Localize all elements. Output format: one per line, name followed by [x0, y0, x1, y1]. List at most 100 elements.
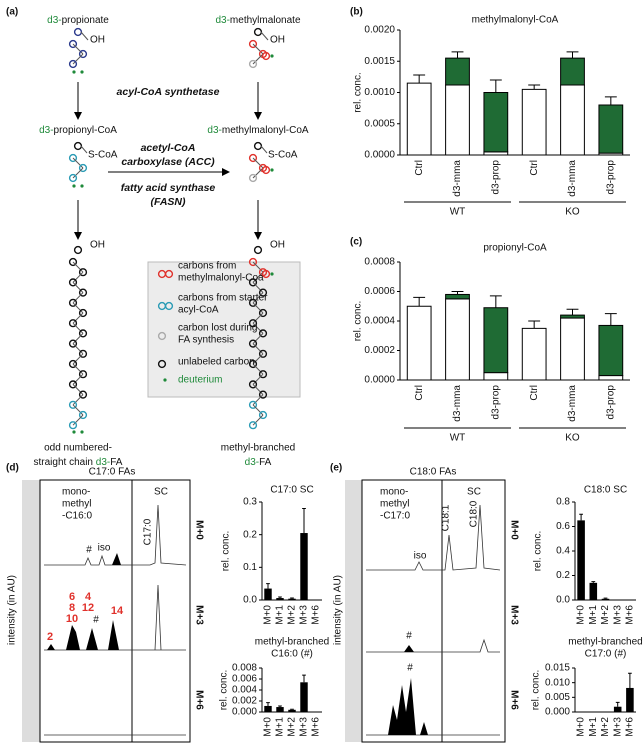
error-bar [579, 513, 583, 521]
y-tick-label: 0.0015 [364, 56, 395, 67]
error-bar [566, 51, 579, 59]
legend-label: unlabeled carbon [178, 357, 255, 368]
error-bar [591, 581, 596, 583]
bar [601, 598, 610, 600]
carbon [157, 359, 167, 369]
bond [252, 404, 264, 416]
carbon [78, 410, 88, 420]
bond [72, 271, 84, 283]
peak-label: 6 [69, 591, 75, 603]
carbon [248, 298, 258, 307]
y-axis-label: intensity (in AU) [7, 575, 18, 645]
row-label: M+3 [193, 605, 204, 625]
x-tick-label: d3-prop [605, 160, 616, 195]
enzyme: fatty acid synthase [121, 182, 216, 194]
y-tick-label: 0.000 [545, 707, 570, 718]
row-label: M+0 [508, 520, 519, 540]
peak-label: C17:0 [143, 518, 154, 545]
y-tick-label: 0.2 [243, 529, 257, 540]
carbon [253, 245, 263, 255]
carbon [68, 257, 78, 267]
deuterium [163, 378, 167, 382]
group-label: OH [90, 240, 105, 251]
legend-label: carbon lost during [178, 323, 258, 334]
error-bar [278, 705, 282, 708]
bond [252, 312, 264, 324]
x-tick-label: d3-mma [452, 160, 463, 197]
bond [72, 414, 84, 426]
error-bar [278, 596, 282, 599]
x-tick-label: M+3 [299, 605, 310, 625]
chart-title: methyl-branched [255, 637, 329, 648]
bar-segment [406, 82, 432, 156]
bond [72, 157, 84, 169]
legend-label: methylmalonyl-Coa [178, 273, 264, 284]
legend-label: FA synthesis [178, 335, 234, 346]
bar-segment [560, 57, 585, 86]
y-tick-label: 0.0004 [364, 316, 395, 327]
carbon [258, 349, 268, 358]
bond [72, 353, 84, 365]
bond [252, 157, 264, 169]
peak [404, 645, 414, 652]
region-label: SC [467, 487, 481, 498]
error-bar [615, 701, 620, 707]
legend-label: deuterium [178, 375, 222, 386]
bar-segment [560, 314, 585, 319]
compound: d3-propionate [47, 15, 109, 26]
group-label: OH [90, 35, 105, 46]
x-tick-label: M+6 [311, 717, 322, 737]
group-label: S-CoA [88, 150, 118, 161]
y-tick-label: 0.0006 [364, 286, 395, 297]
carbon [258, 308, 268, 318]
y-axis-label: rel. conc. [221, 531, 232, 572]
peak-label: 10 [66, 613, 78, 625]
chromatogram-frame [361, 479, 506, 743]
carbon [68, 359, 78, 369]
x-tick-label: M+0 [263, 717, 274, 737]
y-tick-label: 0.0000 [364, 375, 395, 386]
bond [72, 373, 84, 385]
bond [252, 282, 264, 293]
bond [252, 373, 264, 385]
chromatogram-frame [39, 479, 191, 743]
bond [252, 292, 264, 304]
carbon [78, 49, 88, 59]
deuterium [80, 184, 84, 188]
x-tick-label: M+2 [600, 717, 611, 737]
bar [276, 598, 284, 600]
peak-label: iso [98, 543, 111, 554]
bond [260, 31, 269, 41]
carbon [248, 339, 258, 348]
y-tick-label: 0.000 [232, 707, 257, 718]
carbon [68, 339, 78, 348]
bar [288, 598, 296, 600]
carbon [164, 269, 174, 279]
bond [252, 261, 264, 273]
x-tick-label: M+3 [612, 605, 623, 625]
deuterium [270, 54, 274, 58]
bond [72, 53, 84, 65]
error-bar [413, 74, 426, 84]
x-tick-label: M+1 [588, 717, 599, 737]
carbon [248, 257, 258, 267]
carbon [248, 39, 258, 49]
y-tick-label: 0.2 [556, 570, 570, 581]
bond [72, 167, 84, 179]
carbon [248, 421, 258, 430]
bond [72, 312, 84, 324]
carbon [78, 288, 88, 297]
product: d3-FA [245, 457, 272, 468]
carbon [261, 51, 271, 61]
compound: d3-methylmalonate [215, 15, 300, 26]
x-tick-label: M+3 [612, 717, 623, 737]
y-axis-label: rel. conc. [353, 301, 364, 342]
error-bar [451, 51, 464, 59]
carbon [68, 173, 78, 183]
region-label: methyl [380, 499, 409, 510]
carbon [78, 370, 88, 379]
x-tick-label: M+1 [275, 605, 286, 625]
peak-label: 14 [111, 605, 124, 617]
bar [264, 588, 272, 600]
enzyme: (FASN) [151, 196, 187, 208]
